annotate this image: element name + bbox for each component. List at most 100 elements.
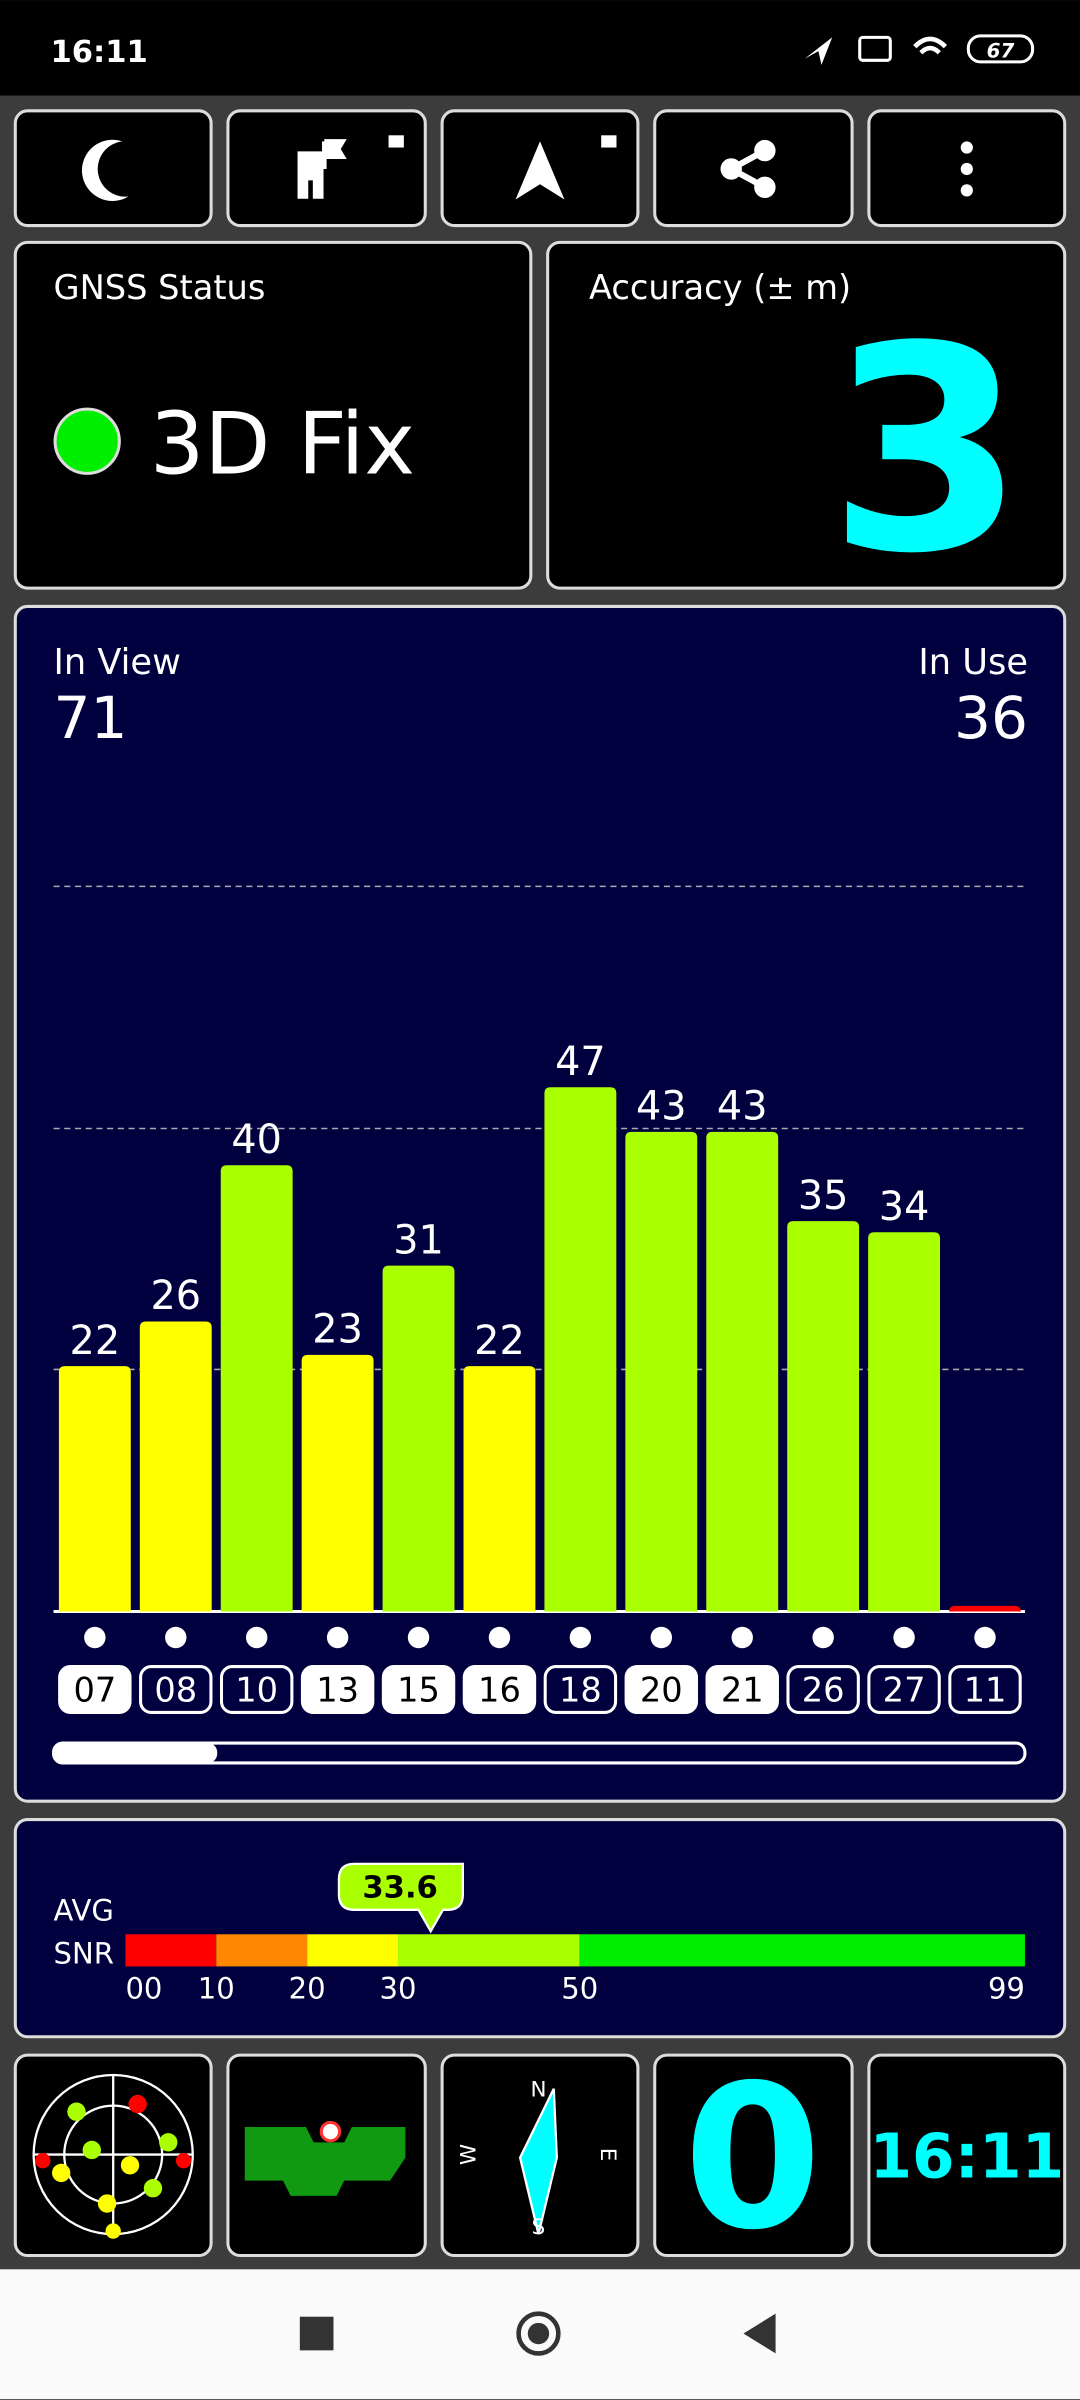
battery-level: 67 — [987, 39, 1015, 62]
in-use-value: 36 — [954, 684, 1028, 752]
x-tick-label: 10 — [235, 1671, 278, 1710]
back-button[interactable] — [743, 2313, 776, 2354]
bar — [58, 1366, 131, 1612]
status-time: 16:11 — [50, 35, 147, 70]
value-label: 43 — [717, 1084, 768, 1130]
recents-button[interactable] — [299, 2316, 334, 2351]
snr-label: AVG — [54, 1894, 114, 1928]
counter-tile[interactable] — [653, 2053, 854, 2258]
toolbar — [13, 109, 1067, 228]
prn-box[interactable] — [867, 1665, 941, 1714]
prn-box[interactable] — [300, 1665, 375, 1714]
share-dot — [754, 176, 776, 199]
compass-north: N — [530, 2077, 546, 2102]
prn-box[interactable] — [58, 1665, 132, 1714]
in-view-value: 71 — [54, 684, 128, 752]
accuracy-title: Accuracy (± m) — [589, 268, 851, 307]
snr-tick-label: 00 — [125, 1972, 162, 2006]
bar — [463, 1366, 536, 1612]
prn-box[interactable] — [786, 1665, 860, 1714]
bar — [139, 1321, 212, 1612]
sky-satellites — [35, 2094, 192, 2239]
satellite-dot — [488, 1626, 511, 1649]
accuracy-panel — [546, 240, 1067, 590]
prn-box[interactable] — [948, 1665, 1022, 1714]
sim-icon — [858, 35, 892, 62]
snr-band — [398, 1934, 580, 1967]
x-tick-label: 18 — [559, 1671, 602, 1710]
home-dot — [527, 2322, 550, 2345]
x-tick-label: 27 — [883, 1671, 926, 1710]
snr-band — [307, 1934, 399, 1967]
waypoint-icon — [297, 139, 347, 199]
share-dot — [720, 158, 742, 180]
gnss-status-value: 3D Fix — [150, 394, 415, 494]
status-bar — [0, 0, 1080, 96]
menu-dot — [960, 162, 973, 176]
x-tick-label: 07 — [73, 1671, 116, 1710]
bar — [301, 1354, 374, 1612]
value-label: 43 — [636, 1084, 687, 1130]
snr-tick-label: 99 — [988, 1972, 1025, 2006]
home-button[interactable] — [516, 2311, 561, 2356]
clock-tile[interactable] — [867, 2053, 1067, 2258]
compass-south: S — [532, 2215, 546, 2240]
x-tick-label: 26 — [802, 1671, 845, 1710]
value-label: 35 — [798, 1173, 849, 1219]
waypoint-button[interactable] — [226, 109, 427, 228]
x-tick-label: 20 — [640, 1671, 683, 1710]
prn-box[interactable] — [624, 1665, 699, 1714]
prn-box[interactable] — [139, 1665, 213, 1714]
in-use-label: In Use — [918, 642, 1028, 683]
prn-box[interactable] — [381, 1665, 456, 1714]
satellite-dot — [165, 1626, 187, 1649]
wifi-icon — [913, 36, 948, 55]
prn-box[interactable] — [462, 1665, 537, 1714]
menu-dot — [960, 184, 973, 197]
satellite-dot — [650, 1626, 673, 1649]
scrollbar-thumb — [53, 1743, 218, 1763]
bottom-tiles: N E S W 0 16:11 — [13, 2041, 1067, 2273]
compass-west: W — [457, 2144, 482, 2165]
gnss-status-panel — [13, 240, 533, 590]
snr-scale: AVG SNR 00 10 20 30 50 99 33.6 — [54, 1862, 1025, 2006]
bar — [544, 1087, 617, 1612]
snr-tick-label: 30 — [380, 1972, 417, 2006]
satellite-dot — [731, 1626, 753, 1649]
compass-needle — [518, 2088, 558, 2235]
share-button[interactable] — [653, 109, 854, 228]
fix-indicator — [53, 407, 121, 475]
value-label: 40 — [231, 1117, 282, 1163]
snr-band — [125, 1934, 217, 1967]
compass-east: E — [595, 2148, 620, 2162]
x-tick-label: 13 — [316, 1671, 359, 1710]
prn-box[interactable] — [219, 1665, 294, 1714]
gnss-status-title: GNSS Status — [54, 268, 266, 307]
x-tick-label: 08 — [154, 1671, 197, 1710]
snr-tick-label: 50 — [561, 1972, 598, 2006]
satellite-dot — [569, 1626, 592, 1649]
snr-tick-label: 20 — [289, 1972, 326, 2006]
satellite-dot — [407, 1626, 430, 1649]
snr-band — [216, 1934, 308, 1967]
bar — [382, 1265, 455, 1612]
average-label: 33.6 — [362, 1871, 437, 1906]
lock-icon — [388, 135, 404, 148]
clock-value: 16:11 — [869, 2122, 1064, 2193]
x-tick-label: 16 — [478, 1671, 521, 1710]
satellite-dot — [326, 1626, 349, 1649]
satellite-dot — [893, 1626, 915, 1649]
prn-box[interactable] — [705, 1665, 779, 1714]
value-label: 23 — [312, 1307, 363, 1353]
counter-value: 0 — [683, 2041, 821, 2273]
prn-box[interactable] — [543, 1665, 618, 1714]
bar — [706, 1131, 779, 1612]
in-view-label: In View — [54, 642, 181, 683]
location-icon — [804, 37, 833, 65]
satellite-dot — [245, 1626, 268, 1649]
value-label: 22 — [70, 1318, 121, 1364]
night-mode-button[interactable] — [13, 109, 213, 228]
lock-icon — [601, 135, 617, 148]
menu-dot — [960, 141, 973, 154]
bar — [220, 1165, 293, 1612]
